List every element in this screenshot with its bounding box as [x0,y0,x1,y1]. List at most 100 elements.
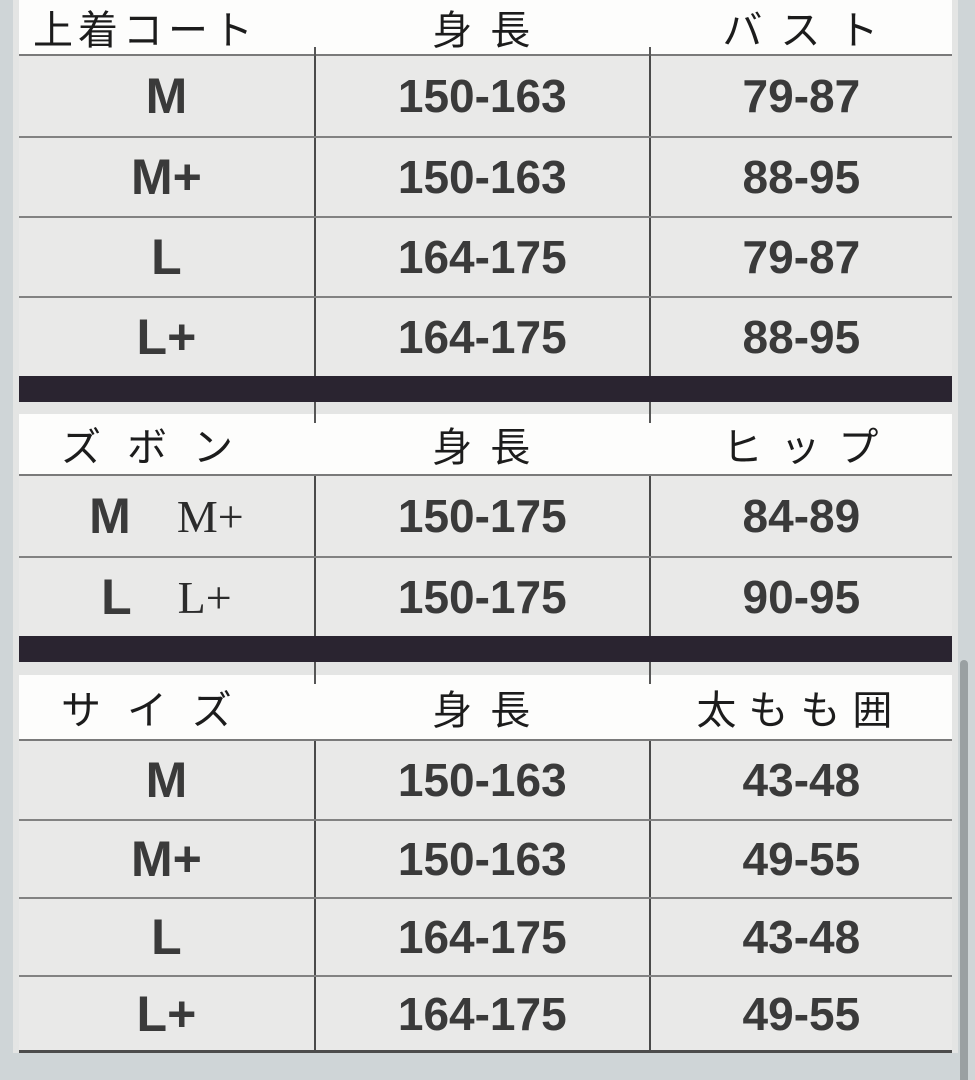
divider-tick [648,662,651,675]
hip-value: 84-89 [742,490,861,542]
height-cell: 164-175 [313,977,649,1050]
size-label: L [101,569,132,625]
divider-bar [19,636,952,662]
hip-cell: 84-89 [648,476,952,556]
thigh-cell: 49-55 [648,977,952,1050]
size-label: L [151,909,182,965]
hip-cell: 90-95 [648,558,952,636]
size-cell: L+ [19,977,314,1050]
thigh-table-header-row: サイズ 身長 太もも囲 [19,675,952,741]
height-value: 164-175 [397,987,567,1040]
size-label: L+ [136,985,197,1042]
size-cell: M M+ [19,476,314,556]
jacket-header-cell: 上着コート [19,0,314,54]
jacket-table: 上着コート 身長 バスト M 150-163 79-87 M+ 150-163 … [19,0,952,376]
bust-cell: 79-87 [648,56,952,136]
divider-bar [19,376,952,402]
size-label: M [145,68,188,124]
column-header-hip: ヒップ [722,425,897,470]
thigh-table: サイズ 身長 太もも囲 M 150-163 43-48 M+ 150-163 4… [19,675,952,1053]
bust-value: 79-87 [742,70,861,122]
size-cell: L+ [19,298,314,376]
table-row: M+ 150-163 49-55 [19,819,952,897]
size-cell: M [19,741,314,819]
bust-value: 79-87 [742,231,861,283]
size-cell: M+ [19,138,314,216]
pants-table-header-row: ズボン 身長 ヒップ [19,414,952,476]
table-row: M 150-163 43-48 [19,741,952,819]
table-row: L 164-175 43-48 [19,897,952,975]
height-cell: 164-175 [313,899,649,975]
column-header-pants: ズボン [61,425,259,470]
table-row: L 164-175 79-87 [19,216,952,296]
height-cell: 150-163 [313,138,649,216]
thigh-value: 49-55 [742,987,861,1040]
height-cell: 150-175 [313,476,649,556]
height-value: 164-175 [397,911,567,963]
height-value: 164-175 [397,231,567,283]
size-header-cell: サイズ [19,675,314,739]
size-cell: M+ [19,821,314,897]
height-value: 150-163 [397,833,567,885]
height-cell: 150-163 [313,821,649,897]
table-row: M M+ 150-175 84-89 [19,476,952,556]
thigh-cell: 43-48 [648,741,952,819]
height-value: 150-175 [397,490,567,542]
height-header-cell: 身長 [314,675,649,739]
column-header-size: サイズ [61,688,258,733]
height-cell: 150-163 [313,56,649,136]
thigh-value: 49-55 [742,833,861,885]
scrollbar-thumb[interactable] [960,660,968,1080]
size-label: M [145,752,188,808]
bust-cell: 88-95 [648,138,952,216]
column-header-thigh: 太もも囲 [696,688,905,733]
height-value: 164-175 [397,311,567,363]
table-row: L L+ 150-175 90-95 [19,556,952,636]
height-header-cell: 身長 [314,414,649,474]
pants-table: ズボン 身長 ヒップ M M+ 150-175 84-89 [19,414,952,636]
divider-tick [313,402,316,414]
height-value: 150-163 [397,70,567,122]
size-label: M [89,488,131,544]
height-cell: 164-175 [313,218,649,296]
bust-value: 88-95 [742,311,861,363]
size-cell: L [19,218,314,296]
divider-tick [313,662,316,675]
table-row: M 150-163 79-87 [19,56,952,136]
pants-header-cell: ズボン [19,414,314,474]
column-header-height: 身長 [432,688,549,733]
divider-tick [648,47,651,56]
size-label: L+ [136,309,197,365]
bust-header-cell: バスト [649,0,952,54]
table-row: L+ 164-175 49-55 [19,975,952,1053]
size-label: L [151,229,182,285]
column-header-height: 身長 [432,8,549,53]
divider-tick [313,675,316,684]
divider-tick [313,414,316,423]
table-row: L+ 164-175 88-95 [19,296,952,376]
size-alt-label: M+ [176,490,244,542]
thigh-value: 43-48 [742,911,861,963]
height-cell: 150-163 [313,741,649,819]
size-label: M+ [130,831,202,887]
divider-tick [648,414,651,423]
divider-tick [313,47,316,56]
column-header-jacket: 上着コート [33,8,258,53]
size-cell: L [19,899,314,975]
size-cell: M [19,56,314,136]
height-cell: 164-175 [313,298,649,376]
height-value: 150-163 [397,151,567,203]
bust-cell: 79-87 [648,218,952,296]
divider-gap [19,662,952,675]
thigh-header-cell: 太もも囲 [649,675,952,739]
size-cell: L L+ [19,558,314,636]
divider-gap [19,402,952,414]
height-value: 150-175 [397,571,567,623]
size-label: M+ [130,149,202,205]
thigh-cell: 43-48 [648,899,952,975]
divider-tick [648,402,651,414]
jacket-table-header-row: 上着コート 身長 バスト [19,0,952,56]
bust-cell: 88-95 [648,298,952,376]
thigh-value: 43-48 [742,754,861,806]
